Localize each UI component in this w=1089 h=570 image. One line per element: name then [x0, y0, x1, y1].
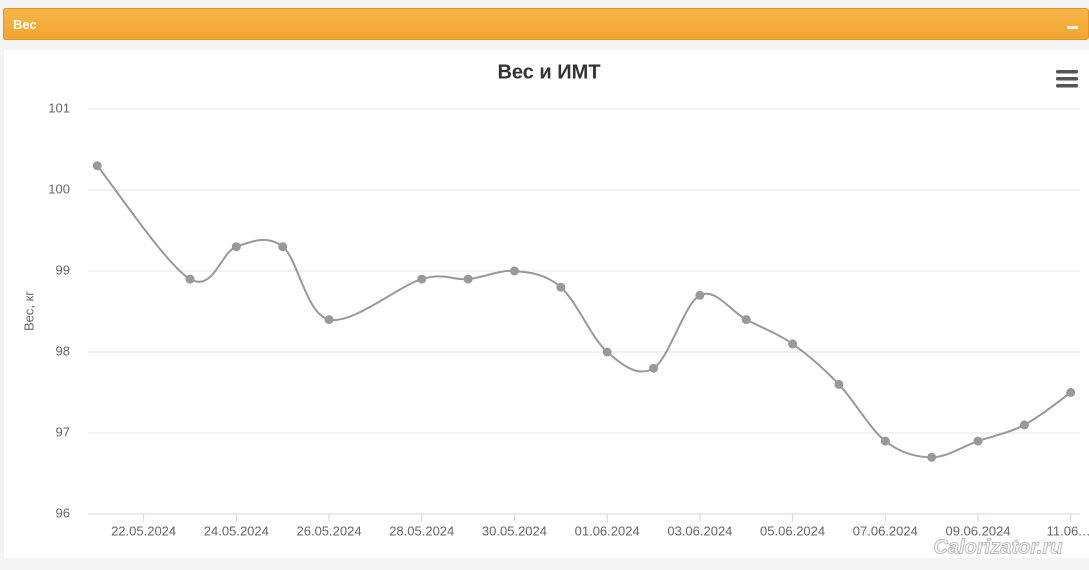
x-tick-label: 09.06.2024 — [945, 523, 1010, 538]
x-tick-label: 11.06.… — [1047, 523, 1089, 538]
point — [788, 339, 798, 349]
panel-header: Вес — [3, 8, 1089, 40]
x-tick-label: 22.05.2024 — [111, 523, 176, 538]
point — [973, 436, 983, 446]
point — [602, 347, 612, 357]
y-tick-label: 98 — [56, 343, 70, 358]
point — [880, 436, 890, 446]
y-tick-label: 99 — [56, 262, 70, 277]
chart: 96 97 98 99 100 101 22.05.2024 24.05.2024 26.05.… — [4, 50, 1089, 558]
x-tick-label: 26.05.2024 — [297, 523, 362, 538]
y-axis-label: Вес, кг — [21, 291, 36, 331]
point — [463, 274, 473, 284]
point — [185, 274, 195, 284]
point — [741, 315, 751, 325]
y-tick-label: 101 — [48, 100, 70, 115]
panel-title: Вес — [13, 17, 37, 32]
y-tick-label: 97 — [56, 424, 70, 439]
x-tick-label: 01.06.2024 — [575, 523, 640, 538]
x-tick-label: 05.06.2024 — [760, 523, 825, 538]
point — [231, 242, 241, 252]
point — [1019, 420, 1029, 430]
watermark: Calorizator.ru — [934, 536, 1063, 558]
y-tick-label: 96 — [56, 505, 70, 520]
plot: 96 97 98 99 100 101 22.05.2024 24.05.2024 26.05.… — [48, 100, 1089, 538]
x-tick-label: 03.06.2024 — [667, 523, 732, 538]
point — [834, 379, 844, 389]
point — [324, 315, 334, 325]
x-tick-label: 28.05.2024 — [389, 523, 454, 538]
point — [417, 274, 427, 284]
x-tick-label: 24.05.2024 — [204, 523, 269, 538]
point — [1066, 388, 1076, 397]
point — [278, 242, 288, 252]
point — [649, 363, 659, 373]
x-tick-label: 07.06.2024 — [853, 523, 918, 538]
point — [92, 161, 102, 171]
y-tick-label: 100 — [48, 181, 70, 196]
point — [556, 282, 566, 292]
chart-title: Вес и ИМТ — [497, 61, 600, 83]
point — [695, 290, 705, 300]
x-tick-label: 30.05.2024 — [482, 523, 547, 538]
line — [96, 165, 1072, 459]
menu-icon[interactable] — [1056, 70, 1078, 88]
collapse-button[interactable] — [1067, 26, 1078, 29]
point — [509, 266, 519, 276]
point — [927, 452, 937, 462]
